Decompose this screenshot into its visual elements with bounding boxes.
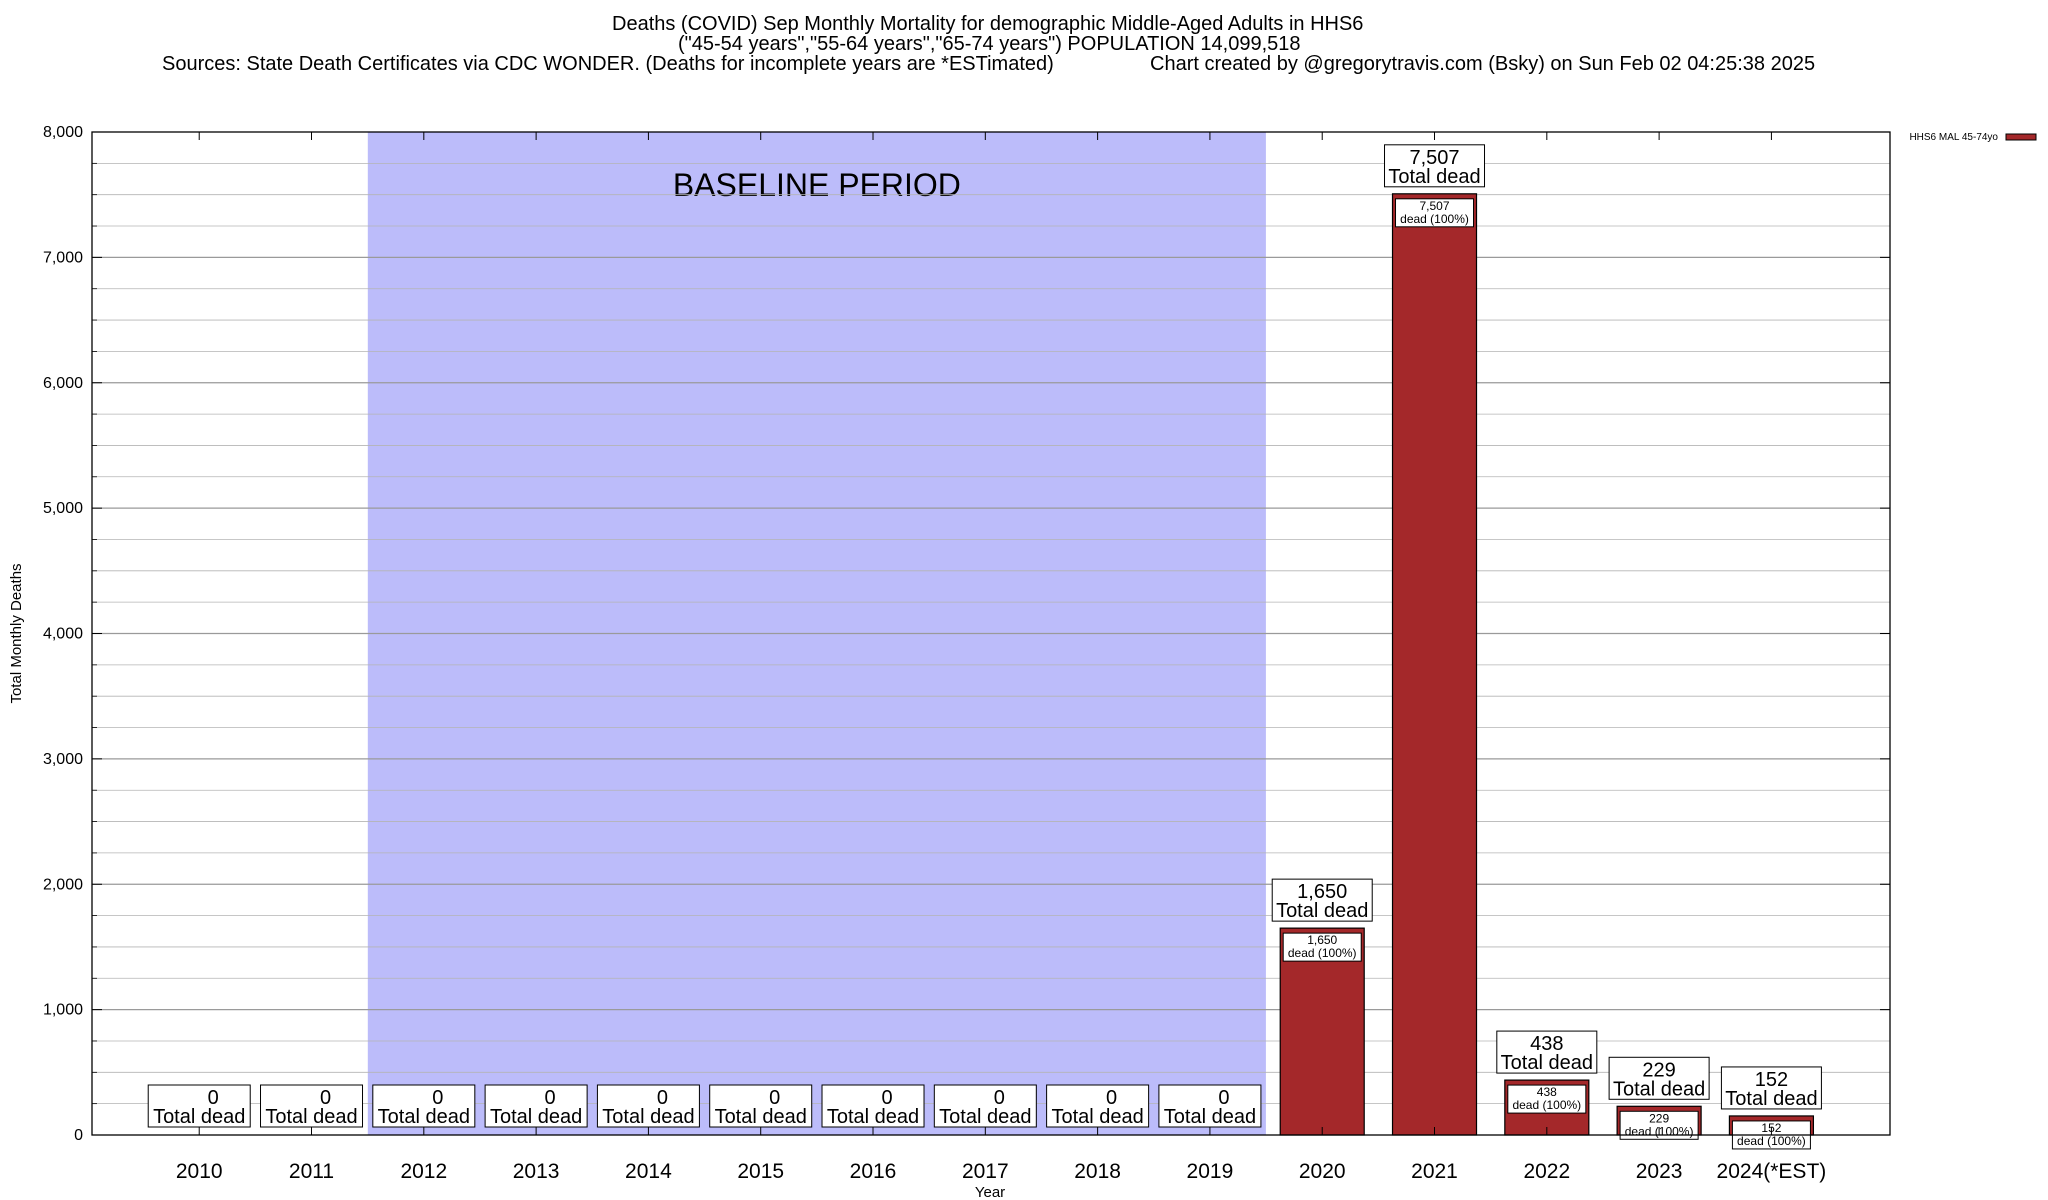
bar-total-value-label: 0 <box>545 1087 556 1109</box>
bar-total-caption: Total dead <box>1613 1078 1705 1100</box>
bar-total-label-box <box>596 1084 700 1128</box>
bar-total-label-box <box>1496 1030 1598 1074</box>
bar-total-label-box <box>1608 1056 1710 1100</box>
bar-inner-label-box <box>1395 198 1475 228</box>
x-tick-label: 2021 <box>1411 1160 1458 1183</box>
x-tick-label: 2022 <box>1523 1160 1570 1183</box>
bar-total-caption: Total dead <box>1276 900 1368 922</box>
bar-total-label-box <box>147 1084 251 1128</box>
x-tick-label: 2015 <box>737 1160 784 1183</box>
bar-total-caption: Total dead <box>1725 1088 1817 1110</box>
bar-total-value-label: 229 <box>1642 1059 1675 1081</box>
bar-inner-label-box <box>1507 1084 1587 1114</box>
bar-total-label-box <box>821 1084 925 1128</box>
bar-total-label-box <box>1720 1066 1822 1110</box>
bar-total-value-label: 152 <box>1755 1069 1788 1091</box>
bar-total-value-label: 0 <box>881 1087 892 1109</box>
y-axis-title: Total Monthly Deaths <box>8 563 25 703</box>
chart-subtitle: ("45-54 years","55-64 years","65-74 year… <box>678 33 1301 55</box>
bar-total-caption: Total dead <box>1051 1106 1143 1128</box>
y-tick-label: 6,000 <box>43 375 83 392</box>
bar-total-caption: Total dead <box>1501 1052 1593 1074</box>
bar-total-value-label: 438 <box>1530 1033 1563 1055</box>
y-tick-label: 2,000 <box>43 876 83 893</box>
bar-total-value-label: 0 <box>657 1087 668 1109</box>
y-tick-label: 1,000 <box>43 1002 83 1019</box>
y-tick-label: 0 <box>74 1127 83 1144</box>
bar-total-value-label: 0 <box>769 1087 780 1109</box>
bar-inner-caption: dead (100%) <box>1400 212 1469 226</box>
chart-sources: Sources: State Death Certificates via CD… <box>162 53 1054 75</box>
bar-total-caption: Total dead <box>1164 1106 1256 1128</box>
bar-total-value-label: 0 <box>208 1087 219 1109</box>
x-tick-label: 2012 <box>400 1160 447 1183</box>
bar-total-value-label: 7,507 <box>1409 147 1459 169</box>
bar-total-label-box <box>1046 1084 1150 1128</box>
bar-inner-caption: dead (100%) <box>1288 946 1357 960</box>
bar-total-label-box <box>933 1084 1037 1128</box>
bar-total-caption: Total dead <box>715 1106 807 1128</box>
bar-total-label-box <box>709 1084 813 1128</box>
bar-total-value-label: 0 <box>1106 1087 1117 1109</box>
bar-total-value-label: 0 <box>320 1087 331 1109</box>
bar-total-caption: Total dead <box>265 1106 357 1128</box>
chart-title: Deaths (COVID) Sep Monthly Mortality for… <box>612 13 1364 35</box>
bar-total-caption: Total dead <box>153 1106 245 1128</box>
bar-inner-caption: dead (100%) <box>1737 1134 1806 1148</box>
y-tick-label: 3,000 <box>43 751 83 768</box>
bar-total-value-label: 0 <box>994 1087 1005 1109</box>
x-tick-label: 2014 <box>625 1160 672 1183</box>
bar-inner-value-label: 7,507 <box>1419 199 1449 213</box>
bar-inner-value-label: 229 <box>1649 1111 1669 1125</box>
x-tick-label: 2013 <box>513 1160 560 1183</box>
bar-inner-value-label: 1,650 <box>1307 933 1337 947</box>
x-axis-title: Year <box>975 1184 1005 1200</box>
bar-inner-label-box <box>1282 932 1362 962</box>
bar-total-caption: Total dead <box>827 1106 919 1128</box>
bar-inner-value-label: 438 <box>1537 1085 1557 1099</box>
bar-total-label-box <box>1384 144 1486 188</box>
bar-total-caption: Total dead <box>378 1106 470 1128</box>
bar-total-caption: Total dead <box>490 1106 582 1128</box>
chart-credit: Chart created by @gregorytravis.com (Bsk… <box>1150 53 1816 75</box>
bar-total-value-label: 1,650 <box>1297 881 1347 903</box>
bar-total-caption: Total dead <box>602 1106 694 1128</box>
x-tick-label: 2023 <box>1636 1160 1683 1183</box>
bar <box>1391 193 1478 1136</box>
x-tick-label: 2011 <box>289 1160 334 1183</box>
bar-total-label-box <box>1158 1084 1262 1128</box>
x-tick-label: 2024(*EST) <box>1717 1160 1827 1183</box>
x-tick-label: 2020 <box>1299 1160 1346 1183</box>
y-tick-label: 5,000 <box>43 500 83 517</box>
y-tick-label: 4,000 <box>43 626 83 643</box>
bar-total-value-label: 0 <box>432 1087 443 1109</box>
x-tick-label: 2019 <box>1187 1160 1234 1183</box>
x-tick-label: 2017 <box>962 1160 1009 1183</box>
bar-total-label-box <box>260 1084 364 1128</box>
legend-label: HHS6 MAL 45-74yo <box>1909 132 1998 143</box>
x-tick-label: 2016 <box>850 1160 897 1183</box>
bar-inner-caption: dead (100%) <box>1512 1098 1581 1112</box>
x-tick-label: 2018 <box>1074 1160 1121 1183</box>
x-tick-label: 2010 <box>176 1160 223 1183</box>
y-tick-label: 8,000 <box>43 124 83 141</box>
bar-total-caption: Total dead <box>939 1106 1031 1128</box>
baseline-period-label: BASELINE PERIOD <box>673 167 961 203</box>
bar-total-caption: Total dead <box>1388 166 1480 188</box>
y-tick-label: 7,000 <box>43 249 83 266</box>
bar-total-value-label: 0 <box>1218 1087 1229 1109</box>
bar-total-label-box <box>484 1084 588 1128</box>
bar-total-label-box <box>1271 878 1373 922</box>
legend-swatch <box>2005 133 2037 141</box>
